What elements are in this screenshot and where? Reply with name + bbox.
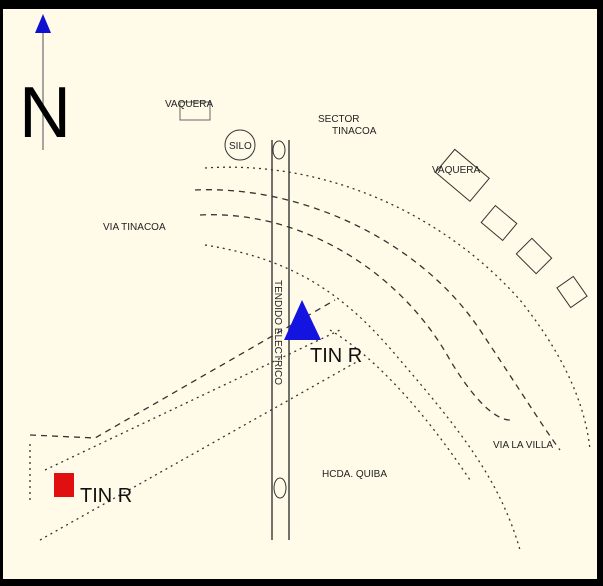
marker-label: TIN R [310, 345, 362, 367]
place-label: VIA LA VILLA [493, 440, 553, 451]
place-label: TINACOA [332, 126, 377, 137]
map: N TENDIDO ELECTRICO VAQUERA SECTOR TINAC… [0, 0, 603, 586]
place-label: VAQUERA [165, 99, 213, 110]
place-label: HCDA. QUIBA [322, 469, 387, 480]
place-label: VIA TINACOA [103, 222, 166, 233]
north-label: N [19, 73, 71, 153]
square-marker [54, 473, 74, 497]
marker-label: TIN R [80, 485, 132, 507]
place-label: VAQUERA [432, 165, 480, 176]
place-label: SECTOR [318, 114, 360, 125]
place-label: SILO [229, 141, 252, 152]
